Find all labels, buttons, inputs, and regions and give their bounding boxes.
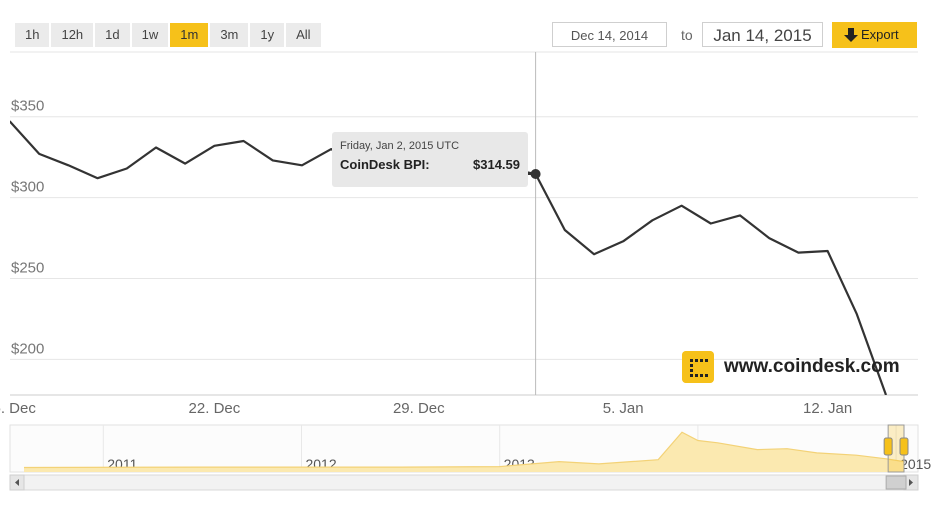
- navigator-line: [23, 431, 905, 469]
- y-tick-label: $350: [11, 98, 44, 115]
- range-button-1m[interactable]: 1m: [170, 23, 209, 47]
- navigator-area: [24, 432, 904, 472]
- highlight-point: [530, 169, 541, 180]
- range-button-3m[interactable]: 3m: [210, 23, 249, 47]
- navigator-year-label: 2015: [900, 456, 931, 472]
- date-from-input[interactable]: Dec 14, 2014: [552, 22, 667, 47]
- tooltip-value: $314.59: [473, 157, 520, 172]
- scroll-thumb[interactable]: [885, 475, 907, 490]
- navigator-scrollbar[interactable]: [9, 474, 919, 491]
- navigator-handle-left[interactable]: [883, 437, 893, 456]
- scroll-left-arrow-icon: [15, 479, 19, 486]
- tooltip-date: Friday, Jan 2, 2015 UTC: [340, 140, 460, 152]
- range-button-1h[interactable]: 1h: [15, 23, 50, 47]
- x-tick-label: 29. Dec: [393, 400, 445, 417]
- x-tick-label: 22. Dec: [189, 400, 241, 417]
- to-label: to: [681, 27, 693, 43]
- price-tooltip: Friday, Jan 2, 2015 UTC CoinDesk BPI: $3…: [332, 132, 528, 187]
- range-button-1w[interactable]: 1w: [131, 23, 169, 47]
- y-tick-label: $200: [11, 340, 44, 357]
- range-selector: 1h 12h 1d 1w 1m 3m 1y All: [15, 23, 321, 47]
- range-button-all[interactable]: All: [286, 23, 321, 47]
- x-tick-label: 12. Jan: [803, 400, 852, 417]
- download-arrow-icon: [844, 28, 858, 42]
- x-tick-label: 5. Jan: [603, 400, 644, 417]
- navigator-frame: [9, 424, 919, 473]
- x-tick-label: 15. Dec: [0, 400, 36, 417]
- range-button-1y[interactable]: 1y: [250, 23, 285, 47]
- scroll-right-arrow-icon: [909, 479, 913, 486]
- export-label: Export: [861, 27, 899, 42]
- navigator-handle-right[interactable]: [899, 437, 909, 456]
- y-tick-label: $300: [11, 179, 44, 196]
- coindesk-logo: www.coindesk.com: [682, 351, 900, 383]
- y-tick-label: $250: [11, 260, 44, 277]
- date-to-input[interactable]: Jan 14, 2015: [702, 22, 823, 47]
- range-button-12h[interactable]: 12h: [51, 23, 94, 47]
- tooltip-series-label: CoinDesk BPI:: [340, 157, 430, 172]
- coindesk-logo-icon: [682, 351, 714, 383]
- range-button-1d[interactable]: 1d: [95, 23, 130, 47]
- export-button[interactable]: Export: [832, 22, 917, 48]
- logo-text: www.coindesk.com: [724, 356, 900, 377]
